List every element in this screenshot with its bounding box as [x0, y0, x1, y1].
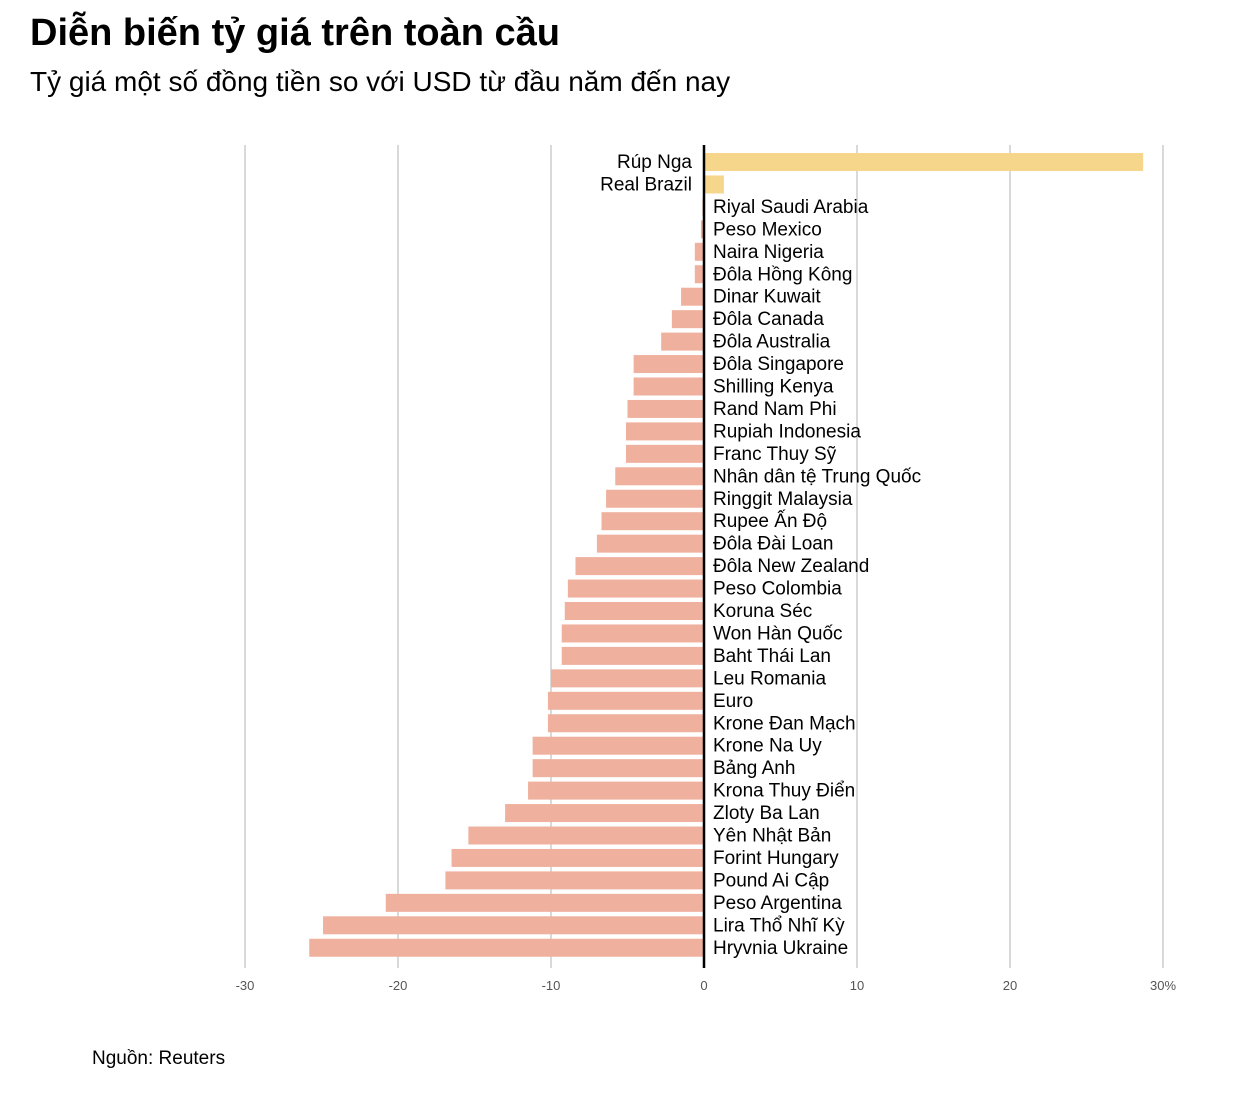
x-tick-label: 30% — [1150, 978, 1176, 993]
x-tick-label: -30 — [236, 978, 255, 993]
bar — [532, 759, 704, 778]
x-tick-label: 10 — [850, 978, 864, 993]
x-tick-label: -20 — [389, 978, 408, 993]
bar-label: Zloty Ba Lan — [713, 803, 820, 824]
bar-label: Krona Thuy Điển — [713, 781, 855, 802]
bar-label: Euro — [713, 691, 753, 712]
bar-label: Bảng Anh — [713, 758, 795, 779]
bar — [704, 175, 724, 194]
bar — [633, 355, 704, 374]
bar-label: Dinar Kuwait — [713, 287, 821, 308]
bar-label: Rand Nam Phi — [713, 399, 837, 420]
bar-label: Yên Nhật Bản — [713, 826, 831, 847]
bar — [596, 534, 704, 553]
bar — [561, 646, 704, 665]
bar-label: Peso Argentina — [713, 893, 842, 914]
bar — [700, 220, 704, 239]
bar-label: Franc Thuy Sỹ — [713, 444, 837, 465]
bar-label: Hryvnia Ukraine — [713, 938, 848, 959]
bar — [694, 265, 704, 284]
bar-label: Won Hàn Quốc — [713, 623, 843, 644]
bar-label: Đôla Singapore — [713, 354, 844, 375]
bar — [561, 624, 704, 643]
bar — [551, 669, 704, 688]
bar — [528, 781, 704, 800]
bar-label: Đôla Australia — [713, 332, 831, 353]
bar — [606, 489, 704, 508]
bar — [681, 287, 704, 306]
bar — [564, 602, 704, 620]
bar — [625, 444, 704, 463]
bar — [451, 848, 704, 867]
bar-label: Đôla Canada — [713, 309, 824, 330]
bar-label: Real Brazil — [600, 174, 692, 195]
x-tick-label: 20 — [1003, 978, 1017, 993]
chart-subtitle: Tỷ giá một số đồng tiền so với USD từ đầ… — [30, 66, 731, 97]
bar-label: Lira Thổ Nhĩ Kỳ — [713, 915, 845, 936]
bar-label: Shilling Kenya — [713, 377, 834, 398]
source-note: Nguồn: Reuters — [92, 1048, 226, 1069]
bar-label: Riyal Saudi Arabia — [713, 197, 869, 218]
bar-label: Rupiah Indonesia — [713, 421, 861, 442]
bar — [615, 467, 704, 486]
bar — [323, 916, 704, 935]
bar-label: Naira Nigeria — [713, 242, 824, 263]
bar-label: Peso Colombia — [713, 579, 842, 600]
bar-label: Đôla New Zealand — [713, 556, 869, 577]
bar — [575, 557, 704, 576]
bar-label: Krone Na Uy — [713, 736, 822, 757]
bar — [704, 153, 1144, 171]
bar — [661, 332, 704, 351]
bar — [694, 242, 704, 261]
bar-label: Đôla Hồng Kông — [713, 264, 852, 285]
chart-title: Diễn biến tỷ giá trên toàn cầu — [30, 12, 560, 54]
bar-label: Rupee Ấn Độ — [713, 510, 827, 532]
bar-label: Nhân dân tệ Trung Quốc — [713, 466, 921, 487]
bar-label: Pound Ai Cập — [713, 870, 829, 891]
bar — [671, 310, 704, 329]
x-tick-label: 0 — [700, 978, 707, 993]
bar — [547, 714, 704, 733]
bar-label: Ringgit Malaysia — [713, 489, 853, 510]
x-tick-label: -10 — [542, 978, 561, 993]
bar — [601, 512, 704, 531]
bar — [445, 871, 704, 890]
bar — [627, 399, 704, 418]
bar — [567, 579, 704, 598]
bar — [309, 938, 704, 957]
bar-label: Koruna Séc — [713, 601, 812, 622]
bar-label: Krone Đan Mạch — [713, 713, 856, 734]
bar — [547, 691, 704, 710]
bar — [625, 422, 704, 441]
bar-label: Forint Hungary — [713, 848, 839, 869]
bar — [633, 377, 704, 396]
bar — [385, 893, 704, 912]
bar-label: Leu Romania — [713, 668, 826, 689]
bar-label: Rúp Nga — [617, 152, 692, 173]
bar — [468, 826, 704, 845]
bar-label: Đôla Đài Loan — [713, 534, 833, 555]
bar — [505, 804, 704, 823]
bar-label: Baht Thái Lan — [713, 646, 831, 667]
bar — [532, 736, 704, 755]
bar-label: Peso Mexico — [713, 219, 822, 240]
